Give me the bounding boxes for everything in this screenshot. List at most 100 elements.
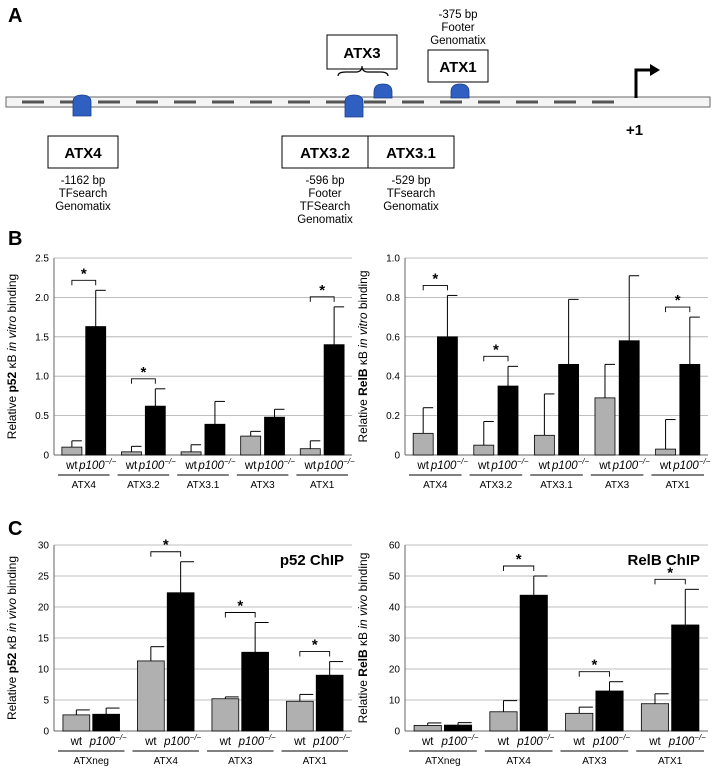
- bar: [655, 448, 676, 456]
- x-sub-label-ko: p100−/−: [551, 457, 589, 472]
- atx4-box-label: ATX4: [64, 145, 102, 162]
- x-sub-label-ko: p100−/−: [312, 733, 350, 748]
- significance-star: *: [516, 551, 522, 568]
- category-label: ATX3: [228, 756, 253, 767]
- chart-p52-chip: 0 5 10 15 20 25 30 Relative p52 κB in vivo bind…: [5, 537, 352, 767]
- y-tick-label: 1.0: [35, 372, 49, 383]
- x-sub-label-ko: p100−/−: [440, 733, 478, 748]
- ko-label: p100: [668, 736, 695, 748]
- atx3-box: [326, 34, 398, 70]
- tss-arrow-head: [650, 64, 660, 76]
- category-label: ATX3.1: [187, 480, 220, 491]
- y-axis-label: Relative p52 κB in vitro binding: [5, 274, 19, 439]
- tss-label: +1: [626, 122, 643, 139]
- category-label: ATX4: [154, 756, 179, 767]
- panel-b-letter: B: [8, 228, 22, 250]
- bar: [62, 714, 91, 732]
- ko-label-sup: −/−: [105, 457, 117, 466]
- x-sub-label-wt: wt: [598, 460, 611, 472]
- atx31-note-2: TFsearch: [387, 188, 436, 200]
- ko-label-sup: −/−: [578, 457, 590, 466]
- y-axis-label-part: κB: [5, 632, 19, 653]
- atx32-note-3: TFSearch: [300, 201, 351, 213]
- atx1-note-2: Footer: [441, 22, 474, 34]
- bar: [299, 448, 321, 456]
- bar: [166, 592, 195, 732]
- x-sub-label-ko: p100−/−: [78, 457, 116, 472]
- y-tick-label: 50: [389, 572, 401, 583]
- x-sub-label-wt: wt: [659, 460, 672, 472]
- ko-label-sup: −/−: [699, 457, 711, 466]
- ko-label: p100: [138, 460, 165, 472]
- bar: [473, 444, 495, 456]
- bar: [565, 712, 594, 732]
- x-sub-label-wt: wt: [477, 460, 490, 472]
- atx1-note-1: -375 bp: [438, 9, 477, 21]
- atx32-note-1: -596 bp: [305, 175, 344, 187]
- ko-label: p100: [163, 736, 190, 748]
- atx4-note-3: Genomatix: [55, 201, 111, 213]
- ko-label: p100: [89, 736, 116, 748]
- ko-label: p100: [592, 736, 619, 748]
- bar: [144, 405, 166, 456]
- significance-bracket: [503, 565, 535, 571]
- bar: [61, 446, 83, 456]
- x-sub-label-wt: wt: [648, 736, 661, 748]
- x-sub-label-ko: p100−/−: [238, 733, 276, 748]
- bar: [92, 713, 120, 732]
- x-sub-label-wt: wt: [416, 460, 429, 472]
- category-label: ATXneg: [74, 756, 109, 767]
- ko-label-sup: −/−: [115, 733, 127, 742]
- bar: [323, 344, 345, 456]
- bar: [618, 340, 640, 456]
- x-sub-label-wt: wt: [65, 460, 78, 472]
- significance-star: *: [140, 364, 146, 381]
- x-sub-label-ko: p100−/−: [612, 457, 650, 472]
- significance-bracket: [654, 578, 686, 585]
- y-axis-label-part: Relative: [5, 393, 19, 440]
- y-tick-label: 0.8: [386, 293, 400, 304]
- y-axis-label-part: binding: [5, 556, 19, 598]
- category-label: ATX4: [506, 756, 531, 767]
- tss-arrow: [634, 68, 652, 98]
- y-tick-label: 25: [38, 572, 50, 583]
- y-axis-label-part: RelB: [356, 649, 370, 677]
- x-sub-label-ko: p100−/−: [668, 733, 706, 748]
- x-sub-label-wt: wt: [293, 736, 306, 748]
- atx31-note-1: -529 bp: [391, 175, 430, 187]
- y-tick-label: 5: [43, 696, 49, 707]
- atx1-box: [427, 49, 489, 83]
- significance-bracket: [71, 279, 97, 286]
- y-axis-label-part: Relative: [356, 677, 370, 724]
- significance-bracket: [131, 378, 156, 384]
- y-axis-label-part: Relative: [356, 396, 370, 443]
- ko-label: p100: [551, 460, 578, 472]
- ko-label: p100: [672, 460, 699, 472]
- atx31-box: [367, 135, 455, 169]
- y-axis-label-part: in vivo: [356, 594, 370, 628]
- significance-star: *: [237, 598, 243, 615]
- bar: [519, 594, 548, 732]
- category-label: ATX3: [250, 480, 275, 491]
- y-tick-label: 0: [43, 727, 49, 738]
- atx1-box-label: ATX1: [439, 59, 476, 76]
- y-tick-label: 0: [394, 451, 400, 462]
- ko-label-sup: −/−: [190, 733, 202, 742]
- significance-bracket: [665, 306, 691, 313]
- bar: [595, 690, 624, 732]
- x-sub-label-ko: p100−/−: [490, 457, 528, 472]
- category-label: ATX3.2: [480, 480, 513, 491]
- ko-label-sup: −/−: [517, 457, 529, 466]
- atx3-brace: [337, 65, 389, 77]
- bar: [533, 434, 555, 456]
- category-label: ATX3.2: [127, 480, 160, 491]
- category-label: ATX3: [605, 480, 630, 491]
- atx4-box: [47, 135, 119, 169]
- y-tick-label: 40: [389, 603, 401, 614]
- y-tick-label: 0: [43, 451, 49, 462]
- significance-star: *: [319, 282, 325, 299]
- ko-label: p100: [516, 736, 543, 748]
- y-axis-label-part: κB: [356, 629, 370, 650]
- ko-label-sup: −/−: [638, 457, 650, 466]
- x-sub-label-ko: p100−/−: [516, 733, 554, 748]
